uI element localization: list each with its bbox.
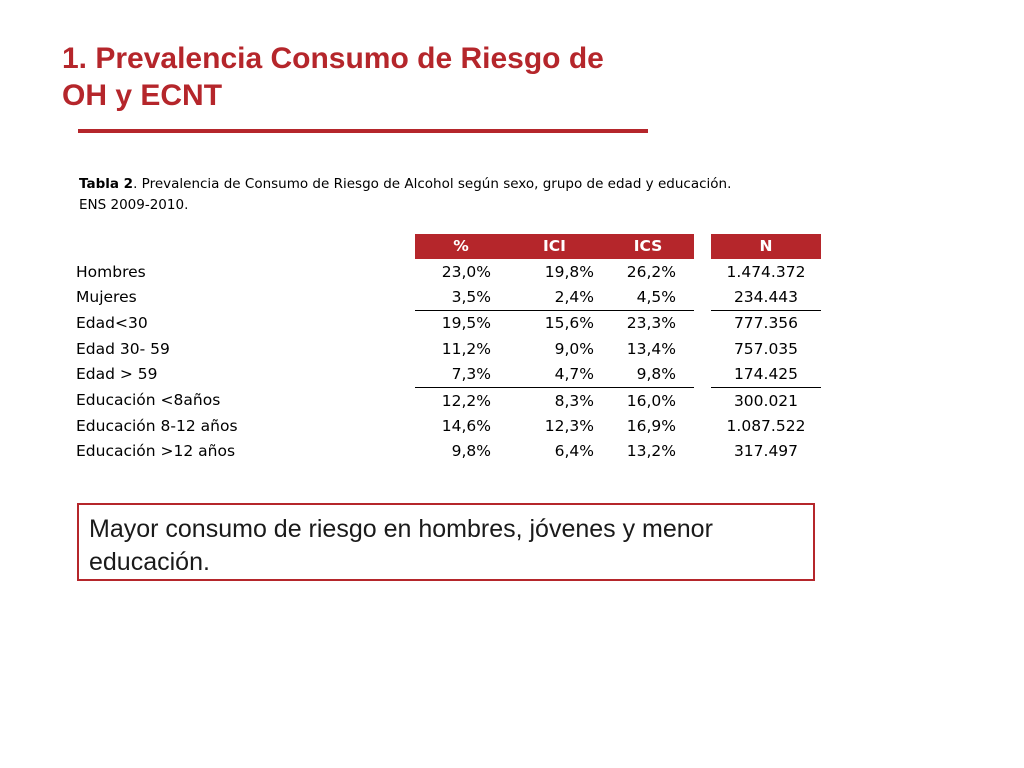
row-label: Hombres <box>76 262 146 281</box>
header-gap <box>694 234 711 260</box>
cell-n: 757.035 <box>733 339 799 358</box>
row-label: Mujeres <box>76 288 137 307</box>
table-row: Edad<30 19,5% 15,6% 23,3% 777.356 <box>76 311 821 337</box>
row-label: Educación >12 años <box>76 442 236 461</box>
cell-percent: 3,5% <box>415 284 507 312</box>
row-label: Educación 8-12 años <box>76 416 238 435</box>
cell-ici: 12,3% <box>544 416 594 435</box>
cell-ici: 4,7% <box>507 361 602 389</box>
table-row: Hombres 23,0% 19,8% 26,2% 1.474.372 <box>76 259 821 284</box>
cell-percent: 19,5% <box>441 314 491 333</box>
cell-gap <box>694 414 711 439</box>
cell-percent: 14,6% <box>441 416 491 435</box>
slide-title: 1. Prevalencia Consumo de Riesgo de OH y… <box>62 40 604 114</box>
caption-table-number: Tabla 2 <box>79 176 134 192</box>
cell-ici: 9,0% <box>554 339 594 358</box>
conclusion-box: Mayor consumo de riesgo en hombres, jóve… <box>77 503 815 581</box>
slide-title-line-2: OH y ECNT <box>62 79 223 112</box>
cell-percent: 9,8% <box>451 442 491 461</box>
prevalence-table: % ICI ICS N Hombres 23,0% 19,8% 26,2% 1.… <box>76 234 821 465</box>
cell-percent: 11,2% <box>441 339 491 358</box>
cell-ics: 16,9% <box>626 416 676 435</box>
cell-ics: 13,4% <box>626 339 676 358</box>
table-caption: Tabla 2. Prevalencia de Consumo de Riesg… <box>79 174 839 216</box>
table-row: Edad > 59 7,3% 4,7% 9,8% 174.425 <box>76 361 821 389</box>
table-row: Mujeres 3,5% 2,4% 4,5% 234.443 <box>76 284 821 312</box>
cell-ici: 6,4% <box>554 442 594 461</box>
cell-gap <box>694 337 711 362</box>
cell-n: 1.474.372 <box>726 262 806 281</box>
cell-n: 777.356 <box>733 314 799 333</box>
cell-ics: 26,2% <box>626 262 676 281</box>
table-row: Educación >12 años 9,8% 6,4% 13,2% 317.4… <box>76 439 821 464</box>
cell-gap <box>694 439 711 464</box>
cell-n: 300.021 <box>733 391 799 410</box>
header-ics: ICS <box>602 234 694 260</box>
cell-n: 1.087.522 <box>726 416 806 435</box>
cell-n: 317.497 <box>733 442 799 461</box>
row-label: Edad 30- 59 <box>76 339 170 358</box>
cell-ici: 19,8% <box>544 262 594 281</box>
cell-percent: 7,3% <box>415 361 507 389</box>
header-ici: ICI <box>507 234 602 260</box>
header-percent: % <box>415 234 507 260</box>
cell-gap <box>694 259 711 284</box>
header-n: N <box>711 234 821 260</box>
row-label: Educación <8años <box>76 391 221 410</box>
header-label-blank <box>76 234 415 260</box>
cell-n: 234.443 <box>711 284 821 312</box>
row-label: Edad > 59 <box>76 365 158 384</box>
caption-source: ENS 2009-2010. <box>79 197 189 213</box>
cell-n: 174.425 <box>711 361 821 389</box>
conclusion-text: Mayor consumo de riesgo en hombres, jóve… <box>89 515 713 576</box>
cell-ics: 4,5% <box>602 284 694 312</box>
cell-ics: 13,2% <box>626 442 676 461</box>
cell-percent: 12,2% <box>441 391 491 410</box>
table-row: Edad 30- 59 11,2% 9,0% 13,4% 757.035 <box>76 337 821 362</box>
table-header-row: % ICI ICS N <box>76 234 821 260</box>
cell-ics: 16,0% <box>626 391 676 410</box>
row-label: Edad<30 <box>76 314 148 333</box>
title-underline <box>78 129 648 133</box>
slide-title-line-1: 1. Prevalencia Consumo de Riesgo de <box>62 42 604 75</box>
cell-gap <box>694 285 711 311</box>
cell-ici: 8,3% <box>554 391 594 410</box>
cell-ici: 15,6% <box>544 314 594 333</box>
caption-text: . Prevalencia de Consumo de Riesgo de Al… <box>133 176 732 192</box>
cell-ici: 2,4% <box>507 284 602 312</box>
table-row: Educación <8años 12,2% 8,3% 16,0% 300.02… <box>76 388 821 414</box>
cell-ics: 9,8% <box>602 361 694 389</box>
cell-gap <box>694 311 711 337</box>
cell-gap <box>694 362 711 388</box>
cell-ics: 23,3% <box>626 314 676 333</box>
cell-percent: 23,0% <box>441 262 491 281</box>
cell-gap <box>694 388 711 414</box>
table-row: Educación 8-12 años 14,6% 12,3% 16,9% 1.… <box>76 414 821 439</box>
